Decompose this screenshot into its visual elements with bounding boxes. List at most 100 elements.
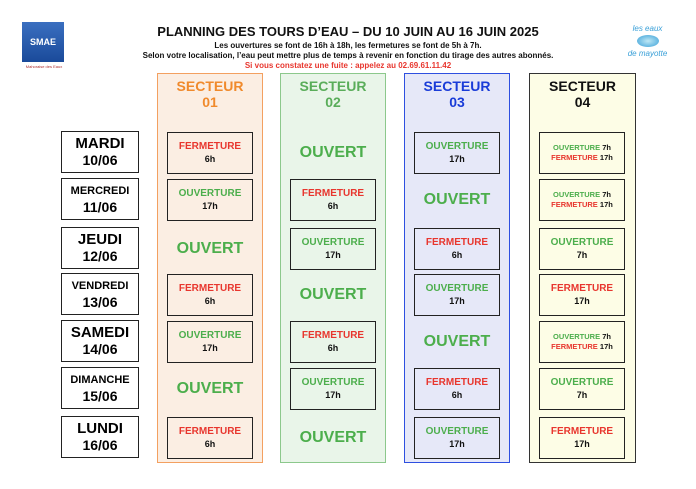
- smae-logo: SMAE: [22, 22, 64, 62]
- sector-header: SECTEUR 04: [530, 78, 635, 110]
- day-date: 10/06: [82, 152, 118, 168]
- opening-line: OUVERTURE 7h: [553, 143, 611, 153]
- opening-label: OUVERTURE: [550, 377, 614, 388]
- status-open-text: OUVERT: [299, 144, 367, 161]
- closing-time: 17h: [574, 296, 590, 306]
- day-label: DIMANCHE 15/06: [61, 367, 139, 409]
- schedule-cell: OUVERTURE 17h: [414, 274, 500, 316]
- opening-line: OUVERTURE 7h: [553, 190, 611, 200]
- day-name: LUNDI: [77, 420, 123, 437]
- schedule-cell: OUVERTURE 17h: [167, 321, 253, 363]
- opening-label: OUVERTURE: [550, 237, 614, 248]
- closing-label: FERMETURE: [301, 188, 365, 199]
- closing-label: FERMETURE: [425, 237, 489, 248]
- closing-label: FERMETURE: [178, 283, 242, 294]
- closing-label: FERMETURE: [551, 342, 598, 351]
- schedule-cell: OUVERTURE 7h FERMETURE 17h: [539, 321, 625, 363]
- day-date: 16/06: [82, 437, 118, 453]
- opening-time: 17h: [449, 154, 465, 164]
- status-open: OUVERT: [283, 132, 383, 174]
- closing-line: FERMETURE 17h: [551, 200, 613, 210]
- sector-label: SECTEUR: [176, 78, 244, 94]
- opening-label: OUVERTURE: [178, 330, 242, 341]
- sector-label: SECTEUR: [549, 78, 616, 94]
- sector-number: 04: [574, 94, 591, 110]
- day-label: SAMEDI 14/06: [61, 320, 139, 362]
- opening-label: OUVERTURE: [178, 188, 242, 199]
- status-open-text: OUVERT: [423, 333, 491, 350]
- schedule-cell: FERMETURE 6h: [290, 321, 376, 363]
- schedule-cell: OUVERTURE 17h: [414, 417, 500, 459]
- schedule-cell: OUVERTURE 7h FERMETURE 17h: [539, 179, 625, 221]
- day-name: MARDI: [75, 135, 125, 152]
- schedule-cell: FERMETURE 6h: [167, 417, 253, 459]
- day-date: 14/06: [82, 341, 118, 357]
- schedule-cell: FERMETURE 6h: [167, 132, 253, 174]
- opening-time: 7h: [602, 332, 611, 341]
- sector-column-02: SECTEUR 02 OUVERT FERMETURE 6h OUVERTURE 17h OU…: [280, 73, 386, 463]
- logo-text-bottom: de mayotte: [627, 49, 668, 58]
- closing-line: FERMETURE 17h: [551, 342, 613, 352]
- opening-time: 7h: [602, 143, 611, 152]
- smae-logo-subtitle: Mahoraise des Eaux: [25, 64, 63, 69]
- closing-time: 6h: [327, 201, 339, 211]
- schedule-cell: FERMETURE 6h: [414, 368, 500, 410]
- day-name: MERCREDI: [70, 185, 130, 197]
- opening-time: 7h: [576, 390, 588, 400]
- status-open: OUVERT: [407, 321, 507, 363]
- opening-label: OUVERTURE: [301, 377, 365, 388]
- logo-text-top: les eaux: [632, 24, 663, 33]
- opening-label: OUVERTURE: [425, 283, 489, 294]
- sector-column-01: SECTEUR 01 FERMETURE 6h OUVERTURE 17h OUVERT FE…: [157, 73, 263, 463]
- status-open: OUVERT: [407, 179, 507, 221]
- sector-number: 01: [202, 94, 218, 110]
- day-label: JEUDI 12/06: [61, 227, 139, 269]
- schedule-cell: OUVERTURE 7h FERMETURE 17h: [539, 132, 625, 174]
- opening-time: 7h: [576, 250, 588, 260]
- closing-label: FERMETURE: [301, 330, 365, 341]
- opening-label: OUVERTURE: [301, 237, 365, 248]
- opening-time: 17h: [325, 390, 341, 400]
- sector-header: SECTEUR 02: [281, 78, 385, 110]
- day-label: MARDI 10/06: [61, 131, 139, 173]
- opening-label: OUVERTURE: [425, 426, 489, 437]
- leak-hotline: Si vous constatez une fuite : appelez au…: [244, 61, 452, 70]
- status-open-text: OUVERT: [423, 191, 491, 208]
- closing-time: 6h: [204, 296, 216, 306]
- opening-time: 17h: [449, 439, 465, 449]
- closing-label: FERMETURE: [178, 426, 242, 437]
- closing-time: 6h: [327, 343, 339, 353]
- closing-time: 17h: [599, 153, 613, 162]
- day-name: DIMANCHE: [70, 374, 130, 386]
- closing-label: FERMETURE: [425, 377, 489, 388]
- schedule-cell: FERMETURE 17h: [539, 274, 625, 316]
- schedule-cell: FERMETURE 6h: [414, 228, 500, 270]
- day-date: 12/06: [82, 248, 118, 264]
- opening-label: OUVERTURE: [553, 190, 601, 199]
- day-label: VENDREDI 13/06: [61, 273, 139, 315]
- schedule-cell: FERMETURE 6h: [167, 274, 253, 316]
- day-date: 11/06: [82, 199, 118, 215]
- sector-column-03: SECTEUR 03 OUVERTURE 17h OUVERT FERMETURE 6h OU…: [404, 73, 510, 463]
- page-title: PLANNING DES TOURS D’EAU – DU 10 JUIN AU…: [157, 24, 539, 39]
- smae-logo-text: SMAE: [29, 37, 56, 47]
- closing-time: 17h: [599, 342, 613, 351]
- status-open: OUVERT: [160, 368, 260, 410]
- schedule-cell: OUVERTURE 17h: [290, 368, 376, 410]
- day-date: 15/06: [82, 388, 118, 404]
- closing-time: 17h: [599, 200, 613, 209]
- schedule-cell: FERMETURE 17h: [539, 417, 625, 459]
- status-open-text: OUVERT: [299, 286, 367, 303]
- sector-number: 02: [325, 94, 341, 110]
- closing-label: FERMETURE: [178, 141, 242, 152]
- schedule-cell: FERMETURE 6h: [290, 179, 376, 221]
- sector-header: SECTEUR 01: [158, 78, 262, 110]
- water-drop-icon: [636, 35, 659, 47]
- closing-label: FERMETURE: [550, 283, 614, 294]
- schedule-cell: OUVERTURE 7h: [539, 228, 625, 270]
- opening-time: 17h: [325, 250, 341, 260]
- closing-label: FERMETURE: [550, 426, 614, 437]
- day-date: 13/06: [82, 294, 118, 310]
- day-label: LUNDI 16/06: [61, 416, 139, 458]
- day-name: VENDREDI: [71, 280, 129, 292]
